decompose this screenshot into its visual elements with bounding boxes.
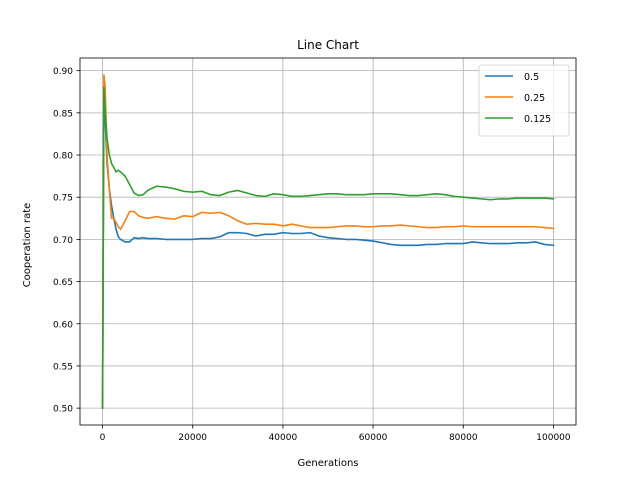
x-axis-label: Generations — [298, 458, 359, 469]
y-tick-label: 0.60 — [53, 320, 73, 330]
x-tick-label: 0 — [100, 433, 106, 443]
x-axis: 0 20000 40000 60000 80000 100000 — [100, 425, 571, 443]
y-axis-label: Cooperation rate — [22, 203, 33, 288]
y-tick-label: 0.80 — [53, 152, 73, 162]
plot-frame — [79, 57, 577, 426]
y-tick-label: 0.65 — [53, 278, 73, 288]
y-tick-label: 0.90 — [53, 67, 73, 77]
x-tick-label: 80000 — [449, 433, 478, 443]
y-tick-label: 0.85 — [53, 109, 73, 119]
y-tick-label: 0.70 — [53, 236, 73, 246]
y-tick-label: 0.55 — [53, 362, 73, 372]
x-tick-label: 60000 — [359, 433, 388, 443]
y-tick-label: 0.50 — [53, 405, 73, 415]
chart-title: Line Chart — [297, 38, 359, 52]
y-tick-label: 0.75 — [53, 194, 73, 204]
series-line-1 — [101, 74, 555, 409]
x-tick-label: 20000 — [178, 433, 207, 443]
legend-label-1: 0.25 — [524, 93, 545, 104]
x-tick-label: 100000 — [536, 433, 571, 443]
series-line-2 — [101, 86, 555, 409]
x-tick-label: 40000 — [269, 433, 298, 443]
legend-label-2: 0.125 — [524, 114, 551, 125]
grid — [80, 58, 576, 425]
legend: 0.5 0.25 0.125 — [478, 64, 570, 137]
series-line-0 — [101, 86, 555, 409]
series-layer — [101, 74, 555, 409]
legend-label-0: 0.5 — [524, 72, 539, 83]
y-axis: 0.50 0.55 0.60 0.65 0.70 0.75 0.80 0.85 0.90 — [53, 67, 80, 415]
